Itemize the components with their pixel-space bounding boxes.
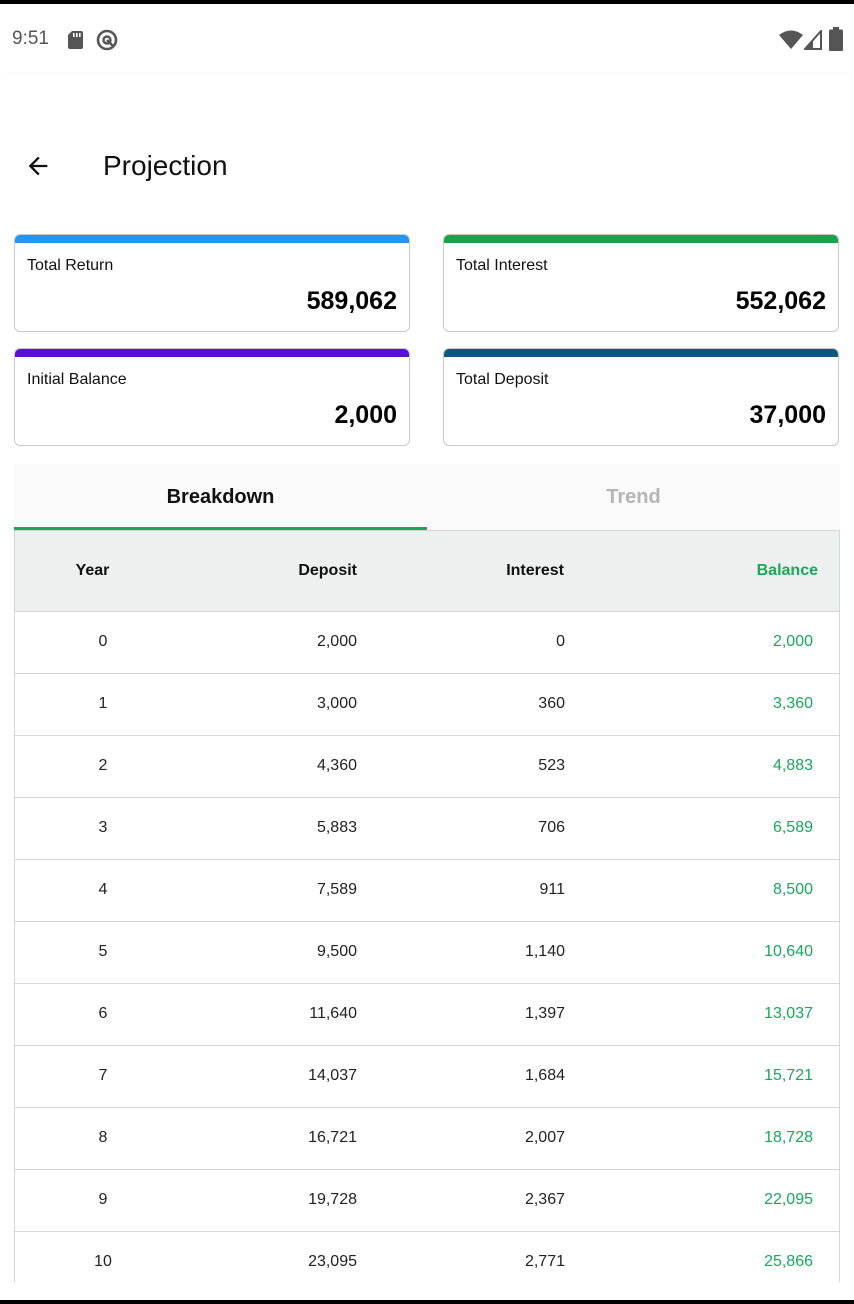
cell-interest: 360 (538, 695, 565, 712)
cell-year: 2 (98, 757, 108, 774)
page-title: Projection (103, 150, 228, 181)
card-label: Total Deposit (456, 371, 549, 388)
sync-icon (96, 29, 118, 51)
cell-interest: 523 (538, 757, 565, 774)
cell-deposit: 5,883 (316, 819, 357, 836)
card-label: Initial Balance (27, 371, 127, 388)
cell-deposit: 9,500 (316, 943, 357, 960)
cell-interest: 911 (539, 881, 565, 898)
cell-deposit: 11,640 (309, 1005, 357, 1022)
cell-deposit: 7,589 (316, 881, 357, 898)
table-row: 3 5,883 706 6,589 (15, 798, 839, 860)
cell-year: 4 (98, 881, 108, 898)
cell-balance: 8,500 (772, 881, 813, 898)
table-body: 0 2,000 0 2,000 1 3,000 360 3,360 2 4,36… (15, 612, 839, 1282)
cell-year: 6 (98, 1005, 108, 1022)
card-value: 2,000 (334, 401, 397, 429)
header-year: Year (75, 562, 110, 579)
cell-balance: 4,883 (772, 757, 813, 774)
cell-balance: 25,866 (764, 1253, 813, 1270)
cell-interest: 2,367 (524, 1191, 565, 1208)
cell-deposit: 23,095 (308, 1253, 357, 1270)
total-deposit-card: Total Deposit 37,000 (443, 348, 839, 446)
table-row: 7 14,037 1,684 15,721 (15, 1046, 839, 1108)
card-value: 552,062 (735, 287, 826, 315)
tab-breakdown[interactable]: Breakdown (166, 485, 275, 508)
card-accent-bar (15, 235, 409, 243)
table-header: Year Deposit Interest Balance (15, 530, 839, 612)
cell-interest: 706 (538, 819, 565, 836)
back-button[interactable] (18, 146, 58, 186)
tab-indicator (14, 527, 427, 530)
cell-year: 0 (98, 633, 108, 650)
cell-year: 7 (98, 1067, 108, 1084)
table-row: 2 4,360 523 4,883 (15, 736, 839, 798)
battery-icon (829, 27, 843, 51)
cell-balance: 18,728 (764, 1129, 813, 1146)
cell-year: 10 (94, 1253, 112, 1270)
cell-deposit: 16,721 (308, 1129, 357, 1146)
cell-interest: 2,007 (524, 1129, 565, 1146)
card-accent-bar (15, 349, 409, 357)
cell-deposit: 14,037 (308, 1067, 357, 1084)
table-row: 1 3,000 360 3,360 (15, 674, 839, 736)
card-value: 589,062 (306, 287, 397, 315)
content-area: Total Return 589,062 Total Interest 552,… (0, 206, 854, 1300)
sd-card-icon (68, 31, 83, 49)
cell-balance: 2,000 (772, 633, 813, 650)
card-accent-bar (444, 349, 838, 357)
table-row: 0 2,000 0 2,000 (15, 612, 839, 674)
arrow-back-icon (28, 156, 48, 176)
screen-top-edge (0, 0, 854, 4)
cell-year: 9 (98, 1191, 108, 1208)
card-accent-bar (444, 235, 838, 243)
cell-balance: 22,095 (764, 1191, 813, 1208)
table-row: 10 23,095 2,771 25,866 (15, 1232, 839, 1282)
header-deposit: Deposit (298, 562, 357, 579)
cell-deposit: 19,728 (308, 1191, 357, 1208)
card-value: 37,000 (749, 401, 826, 429)
cell-year: 8 (98, 1129, 108, 1146)
card-label: Total Interest (456, 257, 548, 274)
table-row: 5 9,500 1,140 10,640 (15, 922, 839, 984)
card-label: Total Return (27, 257, 114, 274)
cell-interest: 0 (556, 633, 565, 650)
status-time: 9:51 (12, 28, 49, 49)
table-row: 4 7,589 911 8,500 (15, 860, 839, 922)
header-balance: Balance (756, 562, 818, 579)
cell-deposit: 4,360 (316, 757, 357, 774)
header-interest: Interest (506, 562, 564, 579)
tab-bar: Breakdown Trend (14, 464, 840, 530)
cell-deposit: 2,000 (316, 633, 357, 650)
cell-balance: 6,589 (772, 819, 813, 836)
wifi-icon (779, 30, 803, 49)
table-row: 8 16,721 2,007 18,728 (15, 1108, 839, 1170)
signal-icon (804, 30, 822, 50)
breakdown-table[interactable]: Year Deposit Interest Balance 0 2,000 0 … (14, 530, 840, 1282)
cell-balance: 3,360 (772, 695, 813, 712)
cell-interest: 1,140 (524, 943, 565, 960)
tab-trend[interactable]: Trend (606, 485, 661, 508)
cell-interest: 1,397 (524, 1005, 565, 1022)
app-bar: Projection (0, 74, 854, 206)
total-return-card: Total Return 589,062 (14, 234, 410, 332)
cell-balance: 13,037 (764, 1005, 813, 1022)
cell-year: 1 (98, 695, 108, 712)
total-interest-card: Total Interest 552,062 (443, 234, 839, 332)
table-row: 6 11,640 1,397 13,037 (15, 984, 839, 1046)
cell-year: 3 (98, 819, 108, 836)
table-row: 9 19,728 2,367 22,095 (15, 1170, 839, 1232)
cell-balance: 15,721 (764, 1067, 813, 1084)
cell-balance: 10,640 (764, 943, 813, 960)
initial-balance-card: Initial Balance 2,000 (14, 348, 410, 446)
cell-interest: 1,684 (524, 1067, 565, 1084)
status-bar: 9:51 (0, 4, 854, 74)
screen-bottom-edge (0, 1300, 854, 1304)
cell-interest: 2,771 (524, 1253, 565, 1270)
cell-deposit: 3,000 (316, 695, 357, 712)
cell-year: 5 (98, 943, 108, 960)
